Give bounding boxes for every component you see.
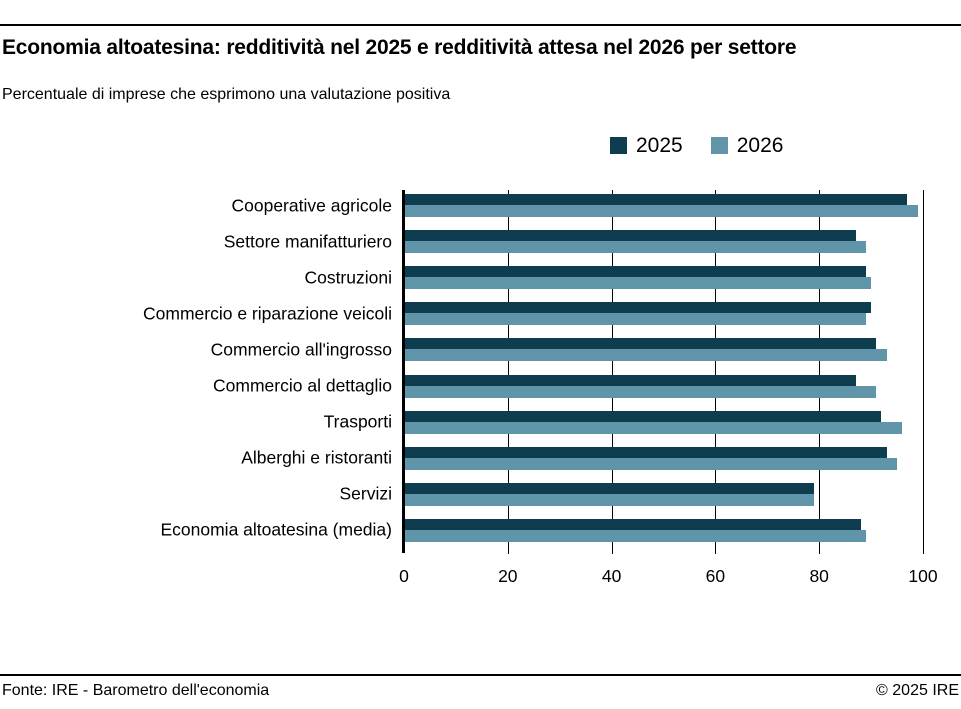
gridline-20 <box>507 190 509 554</box>
y-axis-line <box>402 190 405 553</box>
footer-rule <box>0 674 961 676</box>
x-tick-label-40: 40 <box>601 566 622 586</box>
x-axis-labels: 0 20 40 60 80 100 <box>399 566 937 590</box>
bar-row <box>404 515 923 551</box>
bar-2025 <box>404 410 882 422</box>
category-label: Economia altoatesina (media) <box>160 519 392 540</box>
bar-row <box>404 190 923 226</box>
legend-label-2025: 2025 <box>636 134 683 157</box>
legend-swatch-2026 <box>710 137 728 154</box>
category-label: Commercio e riparazione veicoli <box>143 303 392 324</box>
category-label: Trasporti <box>323 411 392 432</box>
bar-2026 <box>404 421 903 434</box>
bar-2025 <box>404 230 856 242</box>
x-tick-label-80: 80 <box>809 566 829 586</box>
x-tick-label-60: 60 <box>705 566 726 586</box>
x-tick-label-20: 20 <box>498 566 518 586</box>
plot-area <box>402 190 924 554</box>
category-label: Cooperative agricole <box>231 195 392 216</box>
bar-row <box>404 226 923 262</box>
bar-2025 <box>404 266 866 278</box>
category-label: Settore manifatturiero <box>223 231 392 252</box>
legend-item-2026: 2026 <box>710 134 784 157</box>
bar-2026 <box>404 205 918 217</box>
bar-row <box>404 334 923 370</box>
gridline-40 <box>611 190 613 554</box>
category-label: Commercio all'ingrosso <box>210 339 392 360</box>
bar-row <box>404 443 923 479</box>
x-tick-label-100: 100 <box>908 566 938 586</box>
bar-2026 <box>404 493 814 506</box>
bar-2025 <box>404 302 872 314</box>
top-rule <box>0 24 961 26</box>
legend: 2025 2026 <box>610 135 783 156</box>
bar-2026 <box>404 529 866 542</box>
bar-2025 <box>404 482 814 494</box>
gridline-60 <box>715 190 717 554</box>
footer-source: Fonte: IRE - Barometro dell'economia <box>2 682 270 699</box>
category-label: Commercio al dettaglio <box>213 375 392 396</box>
bar-2026 <box>404 349 887 362</box>
bar-2025 <box>404 518 861 530</box>
bar-2026 <box>404 313 866 326</box>
footer-copyright: © 2025 IRE <box>876 682 959 699</box>
bar-2025 <box>404 374 856 386</box>
chart-title: Economia altoatesina: redditività nel 20… <box>2 36 797 59</box>
bar-2026 <box>404 457 898 470</box>
bar-2025 <box>404 194 908 205</box>
bar-2025 <box>404 446 887 458</box>
chart-subtitle: Percentuale di imprese che esprimono una… <box>2 86 451 103</box>
category-label: Servizi <box>339 483 392 504</box>
category-label: Alberghi e ristoranti <box>241 447 392 468</box>
legend-label-2026: 2026 <box>736 134 784 157</box>
bar-2026 <box>404 385 877 398</box>
x-tick-label-0: 0 <box>399 566 409 586</box>
bar-row <box>404 262 923 298</box>
bar-row <box>404 479 923 515</box>
category-axis-labels: Cooperative agricole Settore manifatturie… <box>0 190 392 551</box>
bar-2025 <box>404 338 877 350</box>
gridline-100 <box>923 190 924 554</box>
bar-row <box>404 371 923 407</box>
bar-row <box>404 407 923 443</box>
bar-2026 <box>404 277 872 290</box>
bar-2026 <box>404 241 866 254</box>
gridline-80 <box>819 190 821 554</box>
category-label: Costruzioni <box>304 267 392 288</box>
bar-row <box>404 298 923 334</box>
legend-item-2025: 2025 <box>610 135 683 156</box>
legend-swatch-2025 <box>610 137 627 154</box>
